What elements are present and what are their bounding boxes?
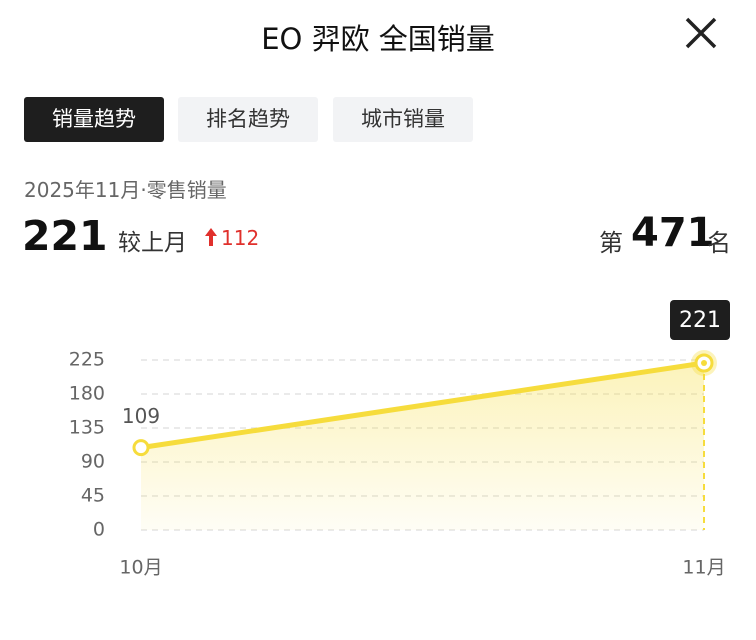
change-value: 112 bbox=[221, 226, 260, 250]
rank-value: 471 bbox=[631, 210, 715, 256]
y-tick-label: 135 bbox=[69, 417, 105, 439]
y-tick-label: 180 bbox=[69, 383, 105, 405]
chart: 0 45 90 135 180 225 10月 11月 109 221 bbox=[69, 300, 730, 579]
tab[interactable]: 城市销量 bbox=[333, 97, 473, 142]
tooltip-value: 221 bbox=[679, 308, 721, 333]
y-tick-label: 225 bbox=[69, 349, 105, 371]
x-tick-label: 10月 bbox=[119, 557, 162, 579]
page-title: EO 羿欧 全国销量 bbox=[261, 22, 495, 56]
y-tick-label: 90 bbox=[81, 451, 105, 473]
tab[interactable]: 销量趋势 bbox=[24, 97, 164, 142]
rank-prefix: 第 bbox=[599, 229, 623, 257]
sales-value: 221 bbox=[22, 212, 108, 260]
x-tick-label: 11月 bbox=[682, 557, 725, 579]
tooltip bbox=[670, 300, 730, 340]
point bbox=[132, 439, 150, 457]
area bbox=[141, 363, 704, 530]
close-button[interactable] bbox=[684, 16, 718, 50]
up-arrow bbox=[205, 228, 217, 246]
compare-label: 较上月 bbox=[118, 230, 187, 256]
point-dot bbox=[701, 360, 707, 367]
rank-suffix: 名 bbox=[707, 229, 731, 257]
line bbox=[138, 360, 707, 451]
tab[interactable]: 排名趋势 bbox=[178, 97, 318, 142]
y-tick-label: 45 bbox=[81, 485, 105, 507]
y-tick-label: 0 bbox=[93, 519, 105, 541]
period-label: 2025年11月·零售销量 bbox=[24, 178, 227, 202]
value-label: 109 bbox=[122, 404, 160, 428]
